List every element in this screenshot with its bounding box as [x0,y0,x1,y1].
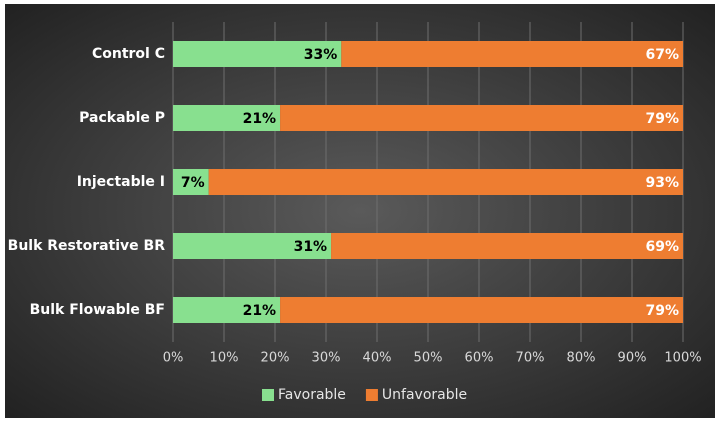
data-label: 7% [181,175,205,191]
x-tick-label: 20% [261,351,290,366]
legend-swatch [365,389,378,401]
x-tick-label: 50% [414,351,443,366]
legend-label: Unfavorable [382,387,467,403]
data-label: 69% [645,239,679,255]
x-tick-label: 10% [210,351,239,366]
x-tick-label: 80% [567,351,596,366]
data-label: 21% [243,303,277,319]
data-label: 31% [294,239,328,255]
data-label: 33% [304,47,338,63]
y-tick-label: Control C [92,46,165,62]
data-label: 67% [645,47,679,63]
y-tick-label: Bulk Restorative BR [8,238,166,254]
bar-segment [280,297,683,323]
bar-segment [173,41,342,67]
x-tick-label: 30% [312,351,341,366]
bar-segment [173,169,209,195]
data-label: 79% [645,303,679,319]
data-label: 21% [243,111,277,127]
y-tick-label: Packable P [79,110,165,126]
bar-segment [173,233,332,259]
x-tick-label: 40% [363,351,392,366]
legend-label: Favorable [278,387,346,403]
legend-swatch [262,389,274,401]
chart-background [5,4,715,418]
bar-segment [208,169,683,195]
bar-segment [280,105,683,131]
y-tick-label: Injectable I [77,174,165,190]
x-tick-label: 90% [618,351,647,366]
x-tick-label: 0% [163,351,184,366]
bar-segment [341,41,683,67]
x-tick-label: 70% [516,351,545,366]
data-label: 79% [645,111,679,127]
x-tick-label: 100% [664,351,701,366]
x-tick-label: 60% [465,351,494,366]
y-tick-label: Bulk Flowable BF [30,302,165,318]
bar-segment [173,105,281,131]
data-label: 93% [645,175,679,191]
bar-segment [173,297,281,323]
bar-segment [331,233,683,259]
